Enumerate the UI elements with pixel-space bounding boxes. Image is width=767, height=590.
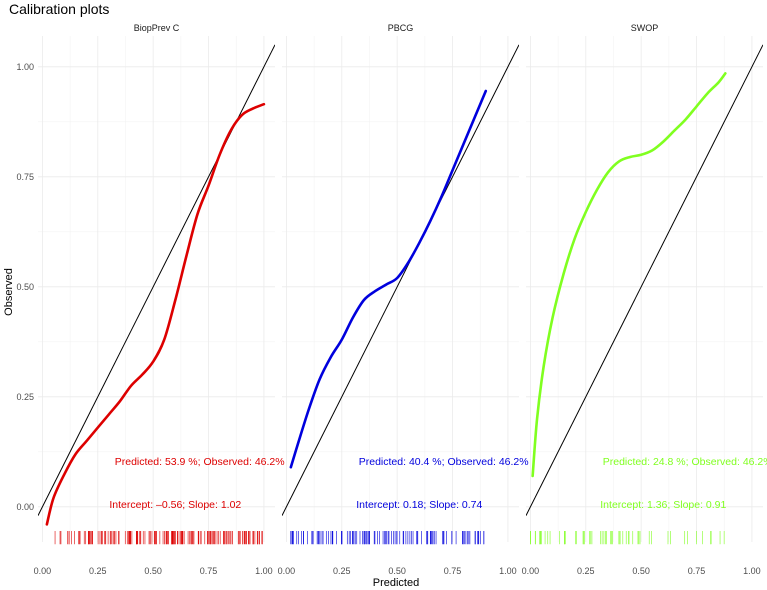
facet-label: PBCG <box>388 23 414 33</box>
x-tick-label: 1.00 <box>255 566 273 576</box>
annotation-intercept: Intercept: 0.18; Slope: 0.74 <box>356 499 482 511</box>
panel-pbcg: PBCG Predicted: 40.4 %; Observed: 46.2% In… <box>282 23 529 545</box>
chart-title: Calibration plots <box>9 1 109 17</box>
y-axis-title: Observed <box>3 268 15 316</box>
x-tick-label: 0.75 <box>444 566 462 576</box>
y-tick-label: 0.00 <box>16 502 34 512</box>
x-tick-label: 0.25 <box>89 566 107 576</box>
panel-swop: SWOP Predicted: 24.8 %; Observed: 46.2% In… <box>526 23 767 545</box>
calibration-curve <box>45 102 266 526</box>
annotation-intercept: Intercept: –0.56; Slope: 1.02 <box>109 499 241 511</box>
calibration-curve <box>289 89 488 469</box>
x-tick-label: 0.00 <box>278 566 296 576</box>
x-axis-ticks: 0.00 0.25 0.50 0.75 1.00 0.00 0.25 0.50 0.75 1.00… <box>34 566 761 576</box>
identity-line <box>282 44 519 516</box>
x-tick-label: 0.50 <box>388 566 406 576</box>
x-tick-label: 1.00 <box>499 566 517 576</box>
identity-line <box>38 44 275 516</box>
x-tick-label: 0.50 <box>144 566 162 576</box>
annotation-intercept: Intercept: 1.36; Slope: 0.91 <box>600 499 726 511</box>
calibration-curve <box>531 72 727 478</box>
annotation-predicted: Predicted: 24.8 %; Observed: 46.2% <box>603 456 767 468</box>
x-tick-label: 0.00 <box>522 566 540 576</box>
y-axis-ticks: 0.00 0.25 0.50 0.75 1.00 <box>16 62 34 512</box>
y-tick-label: 0.25 <box>16 392 34 402</box>
x-tick-label: 0.00 <box>34 566 52 576</box>
panel-biopprev-c: BiopPrev C Predicted: 53.9 %; Observed: 4… <box>38 23 285 545</box>
x-tick-label: 0.25 <box>577 566 595 576</box>
identity-line <box>526 44 763 516</box>
x-tick-label: 0.75 <box>688 566 706 576</box>
annotation-predicted: Predicted: 53.9 %; Observed: 46.2% <box>115 456 285 468</box>
x-tick-label: 0.25 <box>333 566 351 576</box>
x-axis-title: Predicted <box>373 577 419 589</box>
y-tick-label: 0.75 <box>16 172 34 182</box>
y-tick-label: 1.00 <box>16 62 34 72</box>
facet-label: BiopPrev C <box>134 23 180 33</box>
y-tick-label: 0.50 <box>16 282 34 292</box>
x-tick-label: 1.00 <box>743 566 761 576</box>
x-tick-label: 0.50 <box>632 566 650 576</box>
x-tick-label: 0.75 <box>200 566 218 576</box>
facet-label: SWOP <box>631 23 659 33</box>
annotation-predicted: Predicted: 40.4 %; Observed: 46.2% <box>359 456 529 468</box>
